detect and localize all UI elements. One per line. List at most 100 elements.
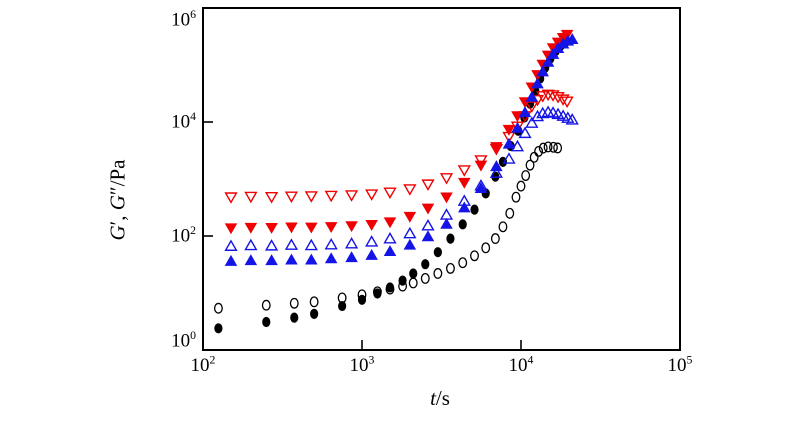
- triangle-down-open-marker: [383, 187, 397, 200]
- x-axis-title: t/s: [430, 388, 450, 409]
- triangle-up-solid-marker: [502, 137, 516, 149]
- triangle-up-open-marker: [502, 152, 516, 164]
- axis-title-part: t: [430, 386, 436, 410]
- triangle-up-solid-marker: [324, 252, 338, 264]
- triangle-down-open-marker: [244, 191, 258, 204]
- y-tick-label: 102: [171, 224, 196, 247]
- triangle-up-open-marker: [344, 237, 359, 249]
- triangle-down-open-marker: [474, 155, 488, 167]
- triangle-up-open-marker: [530, 109, 545, 122]
- triangle-down-open-marker: [344, 190, 359, 202]
- circle-solid-marker: [373, 288, 382, 299]
- x-tick-label: 103: [349, 353, 375, 376]
- circle-open-marker: [420, 272, 430, 284]
- x-tick-label: 102: [190, 353, 216, 376]
- y-axis-title: G′, G″/Pa: [105, 159, 130, 241]
- triangle-up-open-marker: [439, 208, 454, 220]
- circle-open-marker: [309, 296, 319, 308]
- triangle-up-solid-marker: [305, 253, 318, 265]
- triangle-up-solid-marker: [565, 33, 579, 45]
- triangle-up-open-marker: [565, 113, 579, 125]
- triangle-down-solid-marker: [560, 29, 574, 41]
- circle-solid-marker: [398, 275, 407, 286]
- triangle-up-open-marker: [489, 166, 503, 178]
- circle-open-marker: [408, 277, 418, 289]
- circle-open-marker: [213, 302, 223, 314]
- triangle-down-solid-marker: [285, 222, 298, 234]
- circle-open-marker: [516, 180, 526, 192]
- triangle-up-open-marker: [403, 226, 417, 239]
- triangle-down-solid-marker: [474, 160, 488, 172]
- plot-frame: [202, 7, 681, 351]
- circle-open-marker: [529, 151, 539, 163]
- triangle-up-solid-marker: [244, 254, 258, 266]
- circle-open-marker: [481, 242, 491, 254]
- circle-open-marker: [458, 257, 468, 269]
- triangle-down-solid-marker: [324, 222, 338, 234]
- triangle-down-open-marker: [403, 184, 417, 196]
- triangle-up-solid-marker: [265, 254, 278, 266]
- circle-solid-marker: [446, 233, 455, 244]
- triangle-down-solid-marker: [502, 124, 516, 136]
- circle-open-marker: [538, 142, 548, 154]
- triangle-down-open-marker: [324, 190, 338, 203]
- triangle-down-solid-marker: [421, 203, 435, 215]
- circle-solid-marker: [310, 308, 319, 319]
- triangle-down-solid-marker: [383, 217, 397, 229]
- triangle-down-open-marker: [560, 96, 574, 109]
- circle-open-marker: [490, 233, 500, 245]
- series-open-circles-black: [213, 141, 563, 314]
- triangle-down-solid-marker: [265, 223, 278, 234]
- series-open-triangles-up-blue: [224, 105, 579, 251]
- triangle-up-solid-marker: [490, 160, 503, 172]
- triangle-up-open-marker: [421, 219, 435, 231]
- y-tick-label: 106: [171, 8, 196, 31]
- triangle-down-solid-marker: [490, 142, 503, 153]
- circle-solid-marker: [357, 294, 367, 305]
- triangle-down-open-marker: [365, 189, 379, 201]
- triangle-down-open-marker: [556, 94, 570, 106]
- x-tick-label: 105: [667, 353, 693, 376]
- circle-open-marker: [543, 141, 553, 153]
- circle-solid-marker: [470, 204, 479, 215]
- triangle-down-solid-marker: [345, 221, 358, 233]
- triangle-up-solid-marker: [440, 217, 453, 229]
- triangle-down-open-marker: [439, 173, 454, 185]
- axis-title-part: /s: [435, 386, 450, 410]
- triangle-up-solid-marker: [403, 238, 417, 250]
- circle-solid-marker: [214, 323, 223, 334]
- triangle-down-solid-marker: [365, 219, 378, 231]
- triangle-up-open-marker: [383, 231, 397, 244]
- circle-open-marker: [534, 145, 544, 157]
- triangle-up-solid-marker: [525, 90, 539, 102]
- triangle-down-solid-marker: [224, 223, 238, 235]
- triangle-up-solid-marker: [421, 230, 435, 242]
- triangle-down-open-marker: [284, 191, 299, 204]
- triangle-down-solid-marker: [440, 192, 453, 204]
- circle-open-marker: [433, 268, 443, 279]
- triangle-down-open-marker: [457, 165, 471, 177]
- triangle-up-open-marker: [510, 139, 525, 152]
- triangle-up-solid-marker: [546, 47, 560, 59]
- circle-open-marker: [498, 221, 508, 233]
- y-tick-label: 104: [171, 110, 196, 133]
- x-tick-label: 104: [508, 353, 534, 376]
- triangle-down-open-marker: [546, 90, 560, 102]
- axis-title-part: ′,: [105, 210, 130, 226]
- triangle-up-open-marker: [244, 238, 258, 251]
- triangle-up-solid-marker: [383, 245, 397, 256]
- triangle-up-solid-marker: [511, 121, 524, 133]
- circle-open-marker: [549, 141, 558, 153]
- circle-open-marker: [505, 207, 515, 219]
- circle-solid-marker: [338, 300, 347, 312]
- axis-title-part: G: [105, 225, 130, 241]
- circle-solid-marker: [433, 247, 442, 258]
- axis-title-part: G: [105, 195, 130, 211]
- triangle-up-open-marker: [365, 235, 379, 247]
- circle-open-marker: [511, 191, 521, 203]
- circle-open-marker: [289, 297, 299, 309]
- triangle-down-solid-marker: [244, 222, 258, 234]
- circle-open-marker: [446, 262, 455, 274]
